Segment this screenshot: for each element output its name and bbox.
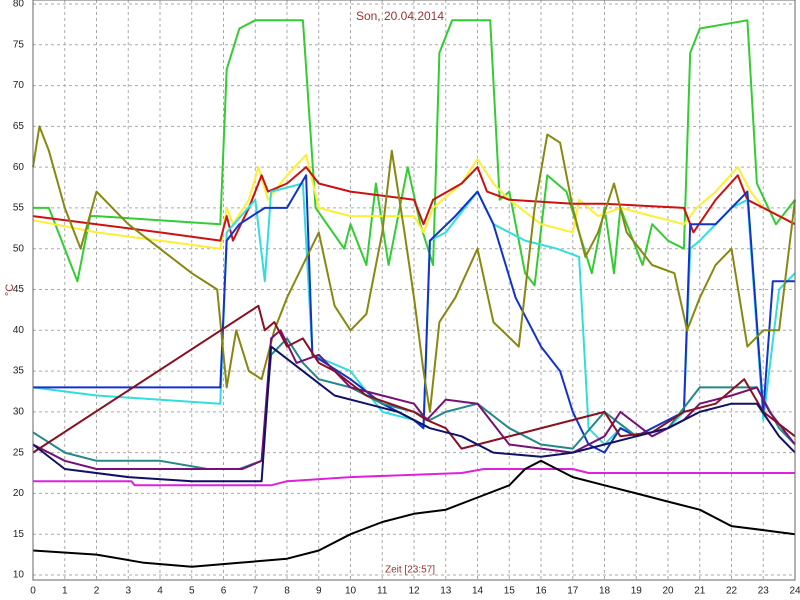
x-tick-label: 23 (758, 586, 770, 597)
plot-lines (32, 19, 796, 568)
x-tick-label: 22 (726, 586, 738, 597)
y-tick-label: 40 (13, 325, 25, 336)
data-line (33, 19, 796, 287)
x-tick-label: 4 (157, 586, 163, 597)
data-line (32, 329, 796, 470)
chart-title: Son, 20.04.2014 (356, 9, 444, 23)
y-tick-label: 30 (13, 406, 25, 417)
plot-frame (32, 0, 796, 581)
x-tick-label: 8 (284, 586, 290, 597)
y-tick-label: 20 (13, 488, 25, 499)
data-line (32, 459, 796, 568)
x-tick-label: 0 (30, 586, 36, 597)
x-tick-label: 2 (94, 586, 100, 597)
y-tick-label: 55 (13, 203, 25, 214)
y-tick-label: 75 (13, 39, 25, 50)
data-line (32, 345, 796, 483)
y-tick-label: 60 (13, 162, 25, 173)
x-tick-label: 20 (662, 586, 674, 597)
y-tick-label: 15 (13, 529, 25, 540)
x-tick-label: 1 (62, 586, 68, 597)
x-tick-label: 19 (631, 586, 643, 597)
x-tick-label: 11 (377, 586, 388, 597)
x-tick-label: 6 (221, 586, 227, 597)
x-axis-label: Zeit [23:57] (385, 565, 435, 576)
data-line (32, 304, 796, 454)
x-tick-label: 5 (189, 586, 195, 597)
x-tick-label: 7 (252, 586, 258, 597)
x-tick-label: 9 (316, 586, 322, 597)
y-tick-label: 70 (13, 80, 25, 91)
x-tick-label: 14 (472, 586, 484, 597)
data-line (33, 174, 795, 454)
y-tick-label: 35 (13, 366, 25, 377)
y-tick-label: 80 (13, 0, 25, 10)
x-tick-label: 18 (599, 586, 611, 597)
y-axis-label: °C (4, 284, 16, 296)
data-line (32, 166, 796, 242)
data-line (32, 125, 796, 413)
x-tick-label: 12 (408, 586, 420, 597)
x-tick-label: 16 (535, 586, 547, 597)
y-tick-label: 10 (13, 570, 25, 581)
y-tick-label: 65 (13, 121, 25, 132)
y-tick-label: 45 (13, 284, 25, 295)
y-tick-label: 50 (13, 243, 25, 254)
x-tick-label: 17 (567, 586, 579, 597)
y-tick-label: 25 (13, 447, 25, 458)
data-line (33, 468, 795, 487)
x-tick-label: 15 (504, 586, 516, 597)
x-tick-label: 10 (345, 586, 357, 597)
x-tick-label: 13 (440, 586, 452, 597)
x-tick-label: 24 (789, 586, 800, 597)
x-tick-label: 21 (694, 586, 706, 597)
x-tick-label: 3 (125, 586, 131, 597)
